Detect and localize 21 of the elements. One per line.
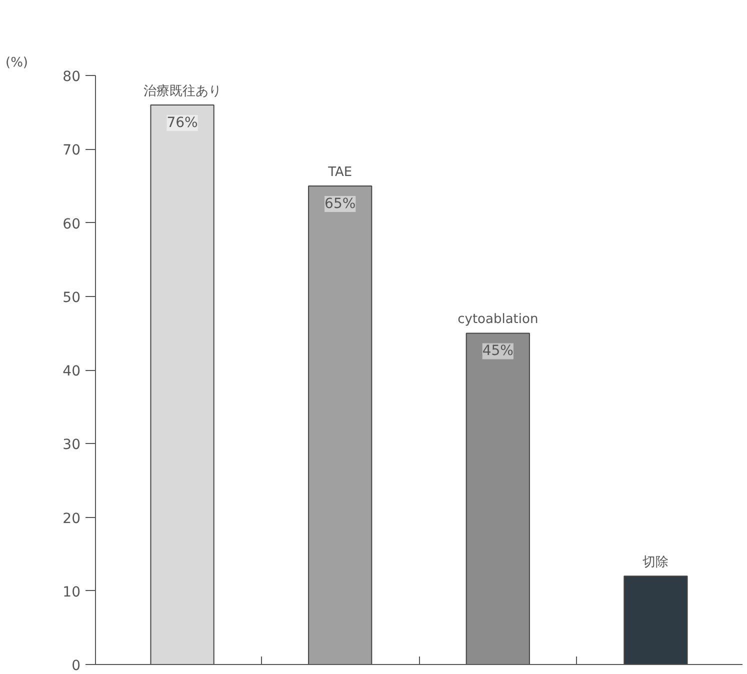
y-tick-label: 0 — [72, 658, 81, 674]
x-tick-label: TAE — [327, 164, 352, 180]
y-axis-title: (%) — [6, 56, 28, 70]
x-tick-label: cytoablation — [458, 312, 538, 328]
data-label: 65% — [324, 196, 356, 212]
bar — [150, 104, 214, 664]
bar — [624, 576, 688, 664]
y-tick-label: 20 — [62, 510, 81, 527]
y-tick-label: 40 — [62, 364, 81, 380]
x-tick-label: 治療既往あり — [143, 84, 222, 99]
x-tick-label: 切除 — [642, 555, 669, 570]
data-label: 76% — [166, 114, 198, 131]
y-tick-label: 50 — [62, 290, 81, 306]
y-tick-label: 70 — [62, 142, 81, 159]
data-label: 45% — [482, 343, 514, 360]
y-tick-label: 60 — [62, 216, 81, 232]
y-tick-label: 80 — [62, 69, 81, 85]
bar — [308, 185, 372, 664]
bar — [466, 332, 530, 664]
y-tick-label: 30 — [62, 437, 81, 454]
y-tick-label: 10 — [62, 584, 81, 600]
